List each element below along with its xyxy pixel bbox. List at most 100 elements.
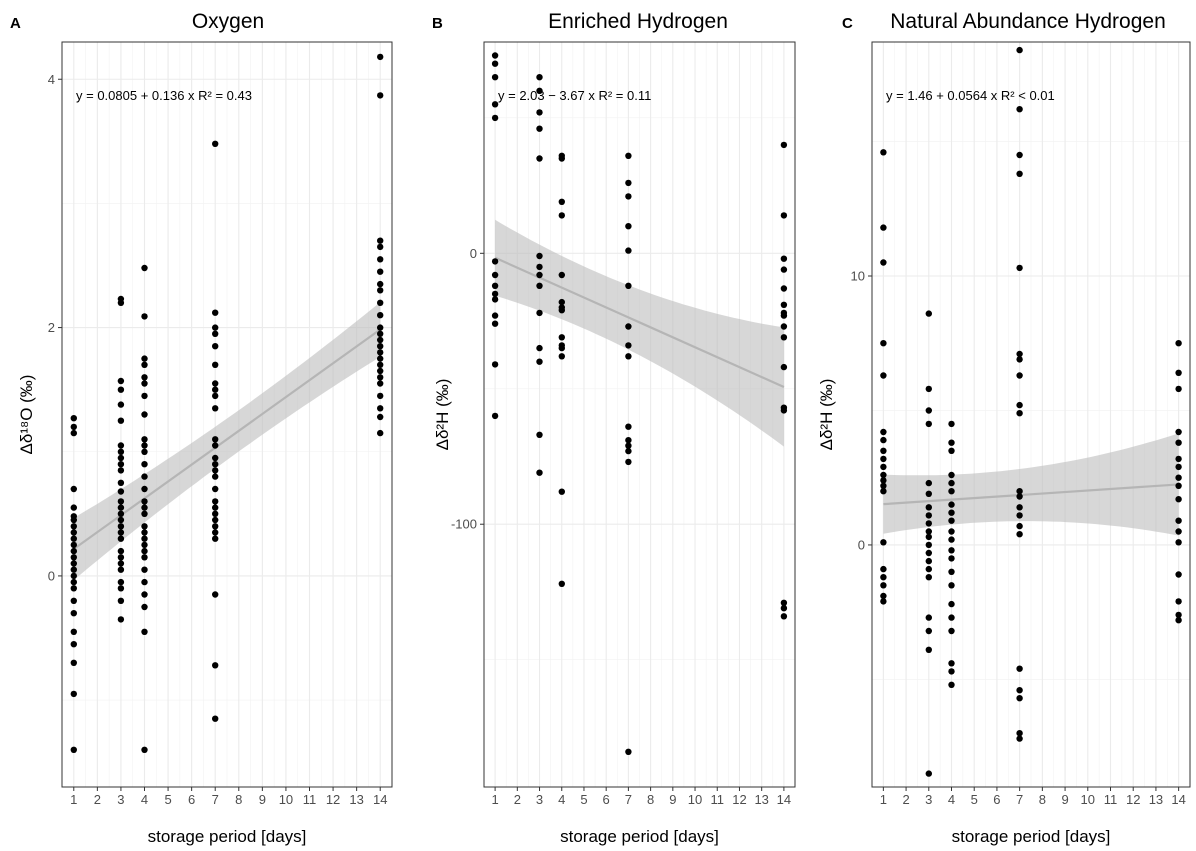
x-tick-label: 8 [647,792,654,807]
grid [62,42,392,787]
data-point [948,547,955,554]
data-point [1175,496,1182,503]
x-tick-label: 6 [603,792,610,807]
data-point [212,715,219,722]
x-tick-label: 5 [164,792,171,807]
data-points [880,46,1182,777]
data-point [117,467,125,474]
data-point [70,535,78,542]
x-tick-label: 14 [373,792,387,807]
data-point [536,469,543,476]
data-point [536,87,543,95]
data-point [117,535,125,542]
x-tick-label: 3 [117,792,124,807]
data-point [948,660,955,667]
data-point [141,361,148,368]
data-point [141,411,148,418]
data-point [117,585,125,592]
data-point [212,504,219,511]
data-point [141,485,148,493]
data-point [70,566,78,573]
data-point [780,212,788,219]
x-tick-label: 4 [948,792,955,807]
regression [494,219,785,447]
confidence-band [73,302,381,581]
confidence-band [495,219,784,447]
data-point [948,614,955,621]
data-point [141,554,148,561]
data-points [70,53,384,753]
data-point [117,523,125,530]
data-point [948,668,955,675]
data-point [780,141,788,149]
data-point [491,412,499,420]
data-point [925,504,932,511]
data-point [1016,730,1023,737]
data-point [117,461,125,468]
data-point [625,323,632,330]
data-point [117,448,125,455]
data-point [925,541,932,549]
panel-letter: B [432,15,443,32]
x-axis-label: storage period [days] [148,827,307,846]
data-point [880,149,887,156]
data-point [1175,571,1182,578]
data-point [1175,539,1182,546]
x-tick-label: 5 [971,792,978,807]
data-point [925,533,932,541]
data-point [1175,340,1182,347]
data-point [625,342,632,349]
data-point [212,343,219,350]
data-point [558,271,565,279]
x-tick-label: 12 [326,792,340,807]
data-point [377,429,384,437]
data-point [70,578,78,586]
data-point [377,355,384,362]
data-point [117,547,125,555]
data-point [558,580,565,587]
data-point [212,485,219,493]
data-point [880,436,887,444]
y-tick-label: -100 [451,517,477,532]
data-point [212,436,219,443]
data-point [1175,517,1182,524]
data-point [117,560,125,567]
y-tick-label: 0 [858,537,865,552]
data-point [212,523,219,530]
data-point [880,463,887,471]
data-point [1016,522,1023,530]
data-point [1175,474,1182,481]
x-tick-label: 3 [536,792,543,807]
x-tick-label: 10 [279,792,293,807]
data-point [117,417,125,424]
data-point [1016,512,1023,519]
data-point [1016,401,1023,409]
data-point [141,374,148,381]
data-point [880,447,887,454]
data-point [880,372,887,379]
data-point [925,512,932,519]
x-tick-label: 1 [491,792,498,807]
data-point [377,237,384,244]
data-point [491,361,499,368]
data-point [70,585,78,592]
regression-equation: y = 1.46 + 0.0564 x R² < 0.01 [886,88,1055,103]
data-point [212,330,219,337]
data-point [880,482,887,489]
data-point [1016,106,1023,113]
data-point [491,320,499,327]
data-point [117,597,125,604]
regression [883,433,1179,536]
data-point [536,431,543,438]
x-tick-label: 14 [1171,792,1185,807]
data-point [780,599,788,606]
data-point [491,114,499,122]
data-point [1175,455,1182,463]
data-point [377,380,384,387]
x-axis-label: storage period [days] [560,827,719,846]
data-point [377,405,384,412]
data-point [780,605,788,612]
data-point [880,428,887,436]
